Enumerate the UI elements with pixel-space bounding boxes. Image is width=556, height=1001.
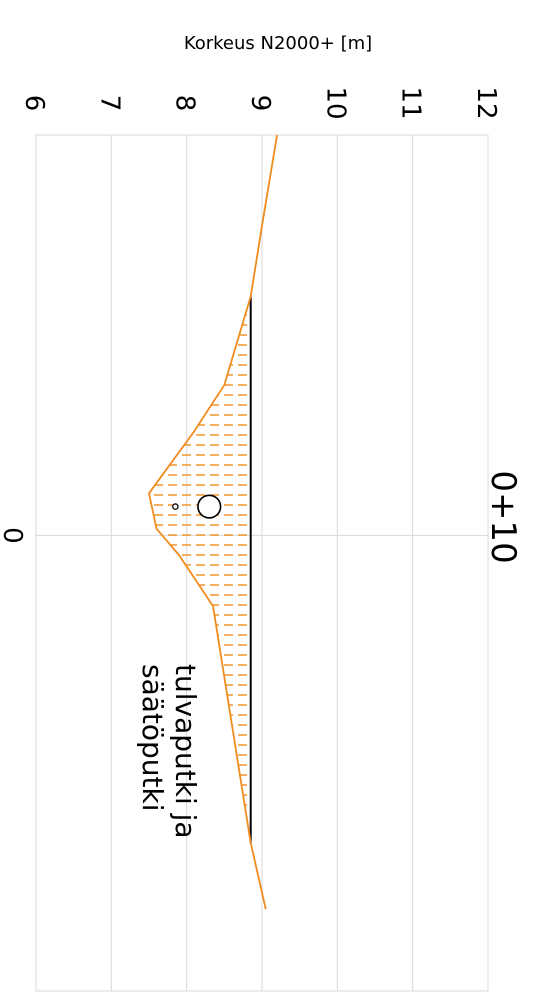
- grid: [35, 135, 489, 991]
- pipe-large: [197, 494, 222, 519]
- elevation-tick-label: 9: [245, 95, 275, 112]
- annotation-line-1: tulvaputki ja: [169, 664, 202, 839]
- data-layer: [148, 135, 278, 910]
- tick-labels: 6 7 8 9 10 11 12 0: [0, 86, 501, 543]
- elevation-tick-label: 11: [396, 86, 426, 119]
- water-area-hatch: [149, 296, 251, 843]
- elevation-tick-label: 8: [170, 95, 200, 112]
- annotation: tulvaputki ja säätöputki: [136, 664, 202, 839]
- elevation-tick-label: 12: [471, 86, 501, 119]
- station-label: 0+10: [483, 470, 523, 563]
- pipe-small: [172, 503, 179, 510]
- station-tick-label: 0: [0, 527, 27, 544]
- elevation-tick-label: 7: [94, 95, 124, 112]
- plot-frame: [35, 134, 489, 992]
- annotation-line-2: säätöputki: [136, 664, 169, 812]
- elevation-tick-label: 10: [320, 86, 350, 119]
- y-axis-title: Korkeus N2000+ [m]: [184, 33, 372, 54]
- ground-profile-line: [148, 135, 278, 910]
- elevation-tick-label: 6: [19, 95, 49, 112]
